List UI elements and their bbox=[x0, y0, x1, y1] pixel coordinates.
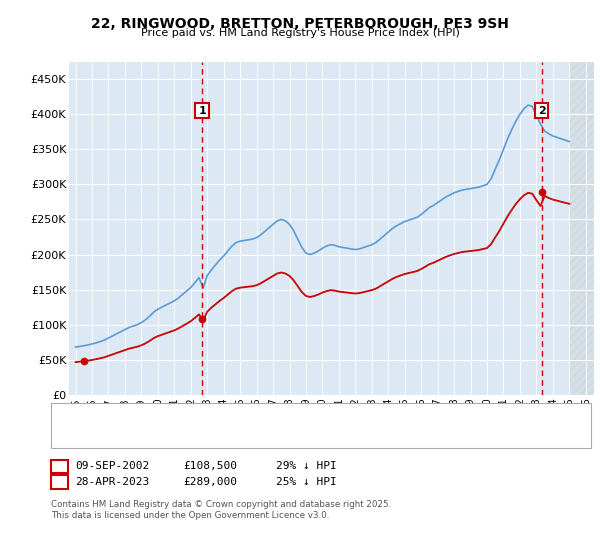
Bar bbox=[569, 62, 594, 395]
Text: 28-APR-2023: 28-APR-2023 bbox=[75, 477, 149, 487]
Text: 25% ↓ HPI: 25% ↓ HPI bbox=[276, 477, 337, 487]
Text: HPI: Average price, detached house, City of Peterborough: HPI: Average price, detached house, City… bbox=[90, 431, 377, 441]
Text: Contains HM Land Registry data © Crown copyright and database right 2025.
This d: Contains HM Land Registry data © Crown c… bbox=[51, 500, 391, 520]
Text: 22, RINGWOOD, BRETTON, PETERBOROUGH, PE3 9SH: 22, RINGWOOD, BRETTON, PETERBOROUGH, PE3… bbox=[91, 17, 509, 31]
Text: £108,500: £108,500 bbox=[183, 461, 237, 471]
Text: 2: 2 bbox=[538, 106, 545, 116]
Text: 2: 2 bbox=[56, 477, 63, 487]
Text: 1: 1 bbox=[198, 106, 206, 116]
Text: 22, RINGWOOD, BRETTON, PETERBOROUGH, PE3 9SH (detached house): 22, RINGWOOD, BRETTON, PETERBOROUGH, PE3… bbox=[90, 412, 449, 422]
Text: 09-SEP-2002: 09-SEP-2002 bbox=[75, 461, 149, 471]
Text: 29% ↓ HPI: 29% ↓ HPI bbox=[276, 461, 337, 471]
Text: Price paid vs. HM Land Registry's House Price Index (HPI): Price paid vs. HM Land Registry's House … bbox=[140, 28, 460, 38]
Text: 1: 1 bbox=[56, 461, 63, 471]
Text: £289,000: £289,000 bbox=[183, 477, 237, 487]
